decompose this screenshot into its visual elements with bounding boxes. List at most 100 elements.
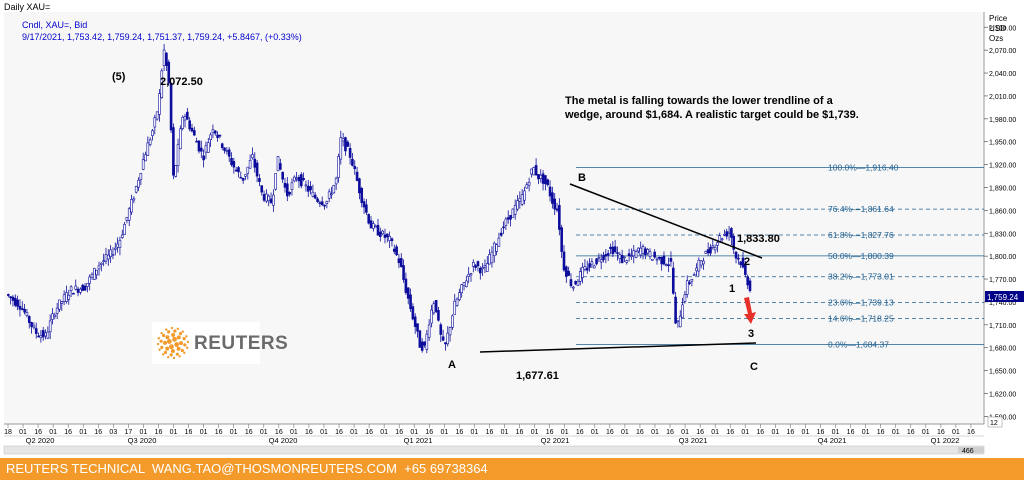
fib-level-label: 0.0%—1,684.37 <box>828 339 889 349</box>
x-tick-label: 16 <box>335 429 343 436</box>
x-tick-label: 16 <box>787 429 795 436</box>
candle-body <box>241 177 245 181</box>
x-tick-label: 16 <box>516 429 524 436</box>
candle-body <box>67 294 71 300</box>
candle-body <box>90 273 94 278</box>
point-c-label: C <box>750 361 758 373</box>
candle-body <box>627 253 631 257</box>
y-tick-label: 1,860.00 <box>989 208 1016 215</box>
logo-dot <box>167 330 171 334</box>
annotation-text: The metal is falling towards the lower t… <box>564 95 859 121</box>
candle-body <box>723 234 726 236</box>
chart-header-line2: 9/17/2021, 1,753.42, 1,759.24, 1,751.37,… <box>22 32 302 42</box>
horizontal-scrollbar[interactable] <box>3 445 985 455</box>
candle-body <box>423 341 426 346</box>
candle-body <box>216 134 219 138</box>
candle-body <box>311 191 315 197</box>
y-tick-label: 1,980.00 <box>989 117 1016 124</box>
window-title: Daily XAU= <box>4 2 50 12</box>
x-tick-label: 16 <box>817 429 825 436</box>
logo-dot <box>176 346 181 351</box>
logo-dot <box>186 340 190 344</box>
candle-body <box>697 259 701 272</box>
candle-body <box>297 176 301 182</box>
y-tick-label: 1,590.00 <box>989 414 1016 421</box>
logo-dot <box>170 326 174 330</box>
candle-body <box>537 174 540 180</box>
x-tick-label: 01 <box>561 429 569 436</box>
x-tick-label: 01 <box>832 429 840 436</box>
candle-body <box>460 284 464 294</box>
axis-unit-price: Price <box>989 14 1008 23</box>
candle-body <box>79 288 82 293</box>
wave5-label: (5) <box>112 71 126 83</box>
x-quarter-label: Q3 2020 <box>128 436 157 445</box>
candle-body <box>727 231 731 234</box>
candle-body <box>474 265 477 268</box>
candle-body <box>111 254 115 256</box>
candle-body <box>260 185 264 193</box>
candle-body <box>81 284 85 291</box>
x-tick-label: 16 <box>696 429 704 436</box>
candle-body <box>376 224 380 236</box>
candle-body <box>46 331 50 339</box>
logo-dot <box>158 348 161 351</box>
x-tick-label: 01 <box>681 429 689 436</box>
x-tick-label: 16 <box>606 429 614 436</box>
candle-body <box>569 279 573 287</box>
logo-dot <box>186 346 189 349</box>
candle-body <box>616 252 619 254</box>
zoom-box[interactable] <box>987 416 1003 428</box>
candle-body <box>678 315 682 328</box>
candle-body <box>334 177 338 185</box>
candle-body <box>511 208 515 218</box>
lower-trendline <box>479 342 757 353</box>
candle-body <box>276 156 280 172</box>
candle-body <box>341 138 345 142</box>
candle-body <box>574 280 577 285</box>
candle-body <box>113 247 117 250</box>
candle-body <box>404 278 408 293</box>
candle-body <box>651 258 654 261</box>
candle-body <box>613 246 617 253</box>
x-tick-label: 16 <box>666 429 674 436</box>
logo-dot <box>178 355 181 358</box>
x-tick-label: 01 <box>320 429 328 436</box>
candle-body <box>430 309 433 324</box>
candle-body <box>425 333 429 350</box>
candle-body <box>664 264 668 266</box>
candle-body <box>267 195 271 202</box>
x-quarter-label: Q1 2021 <box>404 436 433 445</box>
candle-body <box>611 246 615 255</box>
candle-body <box>602 255 605 260</box>
candle-body <box>734 251 738 259</box>
candle-body <box>551 192 554 204</box>
candle-body <box>583 266 587 270</box>
candle-body <box>97 265 101 270</box>
x-tick-label: 01 <box>892 429 900 436</box>
logo-dot <box>156 342 160 346</box>
candle-body <box>330 193 333 196</box>
logo-dot <box>183 343 187 347</box>
logo-dot <box>176 327 179 330</box>
x-tick-label: 18 <box>4 429 12 436</box>
candle-body <box>360 188 364 203</box>
candle-body <box>151 130 154 136</box>
candle-body <box>592 265 596 269</box>
x-tick-label: 16 <box>937 429 945 436</box>
candle-body <box>290 182 294 190</box>
candle-body <box>483 265 487 268</box>
logo-dot <box>163 340 168 345</box>
logo-dot <box>176 335 181 340</box>
candle-body <box>374 225 377 228</box>
candle-body <box>599 259 603 263</box>
candle-body <box>346 141 350 147</box>
candle-body <box>499 232 503 236</box>
candle-body <box>420 341 424 351</box>
candle-body <box>292 176 296 182</box>
candle-body <box>86 283 89 287</box>
scrollbar-thumb[interactable] <box>958 447 984 453</box>
footer-bar: REUTERS TECHNICAL WANG.TAO@THOSMONREUTER… <box>0 458 1024 480</box>
candle-body <box>634 251 638 258</box>
candle-body <box>658 257 661 259</box>
